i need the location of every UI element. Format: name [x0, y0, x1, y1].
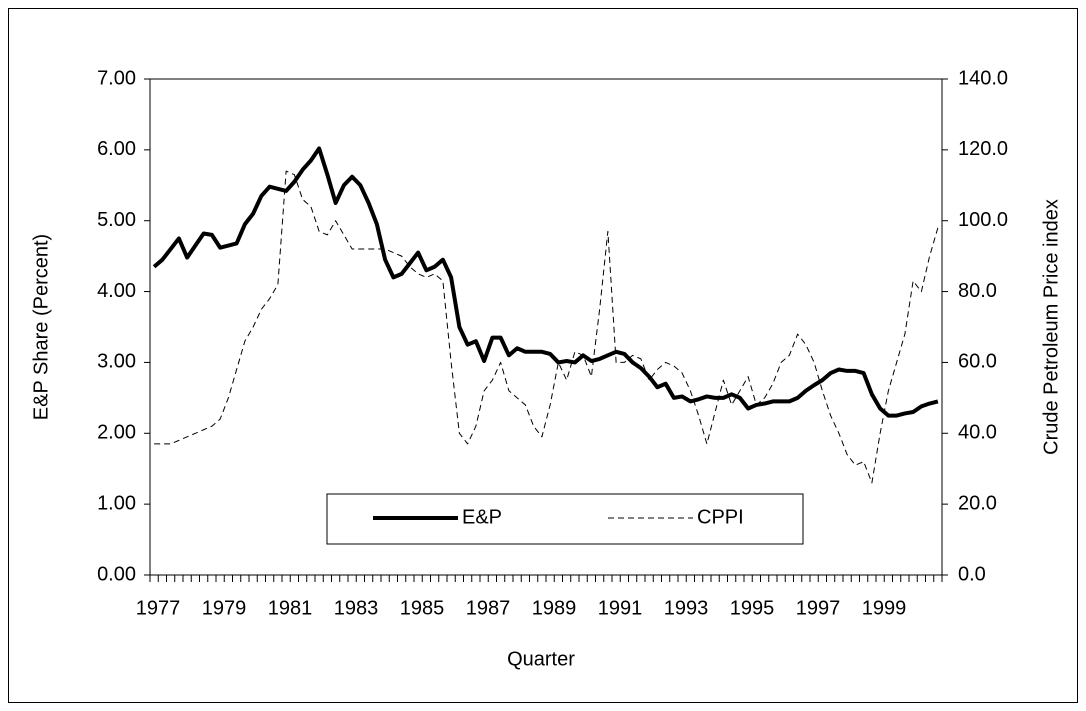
- x-tick-label: 1983: [334, 597, 379, 619]
- y-tick-label: 1.00: [97, 492, 136, 514]
- y-tick-label: 3.00: [97, 351, 136, 373]
- y2-tick-label: 0.0: [958, 563, 986, 585]
- y-tick-label: 5.00: [97, 209, 136, 231]
- y2-tick-label: 80.0: [958, 280, 997, 302]
- y2-tick-label: 60.0: [958, 351, 997, 373]
- legend-label: E&P: [462, 506, 502, 528]
- y2-tick-label: 120.0: [958, 138, 1008, 160]
- x-tick-label: 1985: [400, 597, 445, 619]
- x-tick-label: 1987: [466, 597, 511, 619]
- x-tick-label: 1981: [268, 597, 313, 619]
- x-tick-label: 1995: [730, 597, 775, 619]
- y-tick-label: 7.00: [97, 67, 136, 89]
- x-tick-label: 1977: [136, 597, 181, 619]
- y2-tick-label: 20.0: [958, 492, 997, 514]
- y2-tick-label: 100.0: [958, 209, 1008, 231]
- x-tick-label: 1999: [862, 597, 907, 619]
- x-tick-label: 1993: [664, 597, 709, 619]
- x-axis-title: Quarter: [507, 648, 575, 670]
- legend-label: CPPI: [697, 506, 744, 528]
- y-tick-label: 6.00: [97, 138, 136, 160]
- x-tick-label: 1997: [796, 597, 841, 619]
- x-tick-label: 1979: [202, 597, 247, 619]
- chart-border: [8, 8, 1078, 703]
- y2-tick-label: 40.0: [958, 422, 997, 444]
- x-tick-label: 1991: [598, 597, 643, 619]
- y-tick-label: 4.00: [97, 280, 136, 302]
- x-tick-label: 1989: [532, 597, 577, 619]
- series-line: [154, 170, 939, 484]
- y2-axis-title: Crude Petroleum Price index: [1040, 199, 1062, 455]
- y-tick-label: 2.00: [97, 422, 136, 444]
- y-axis-title: E&P Share (Percent): [30, 234, 52, 420]
- y-tick-label: 0.00: [97, 563, 136, 585]
- y2-tick-label: 140.0: [958, 67, 1008, 89]
